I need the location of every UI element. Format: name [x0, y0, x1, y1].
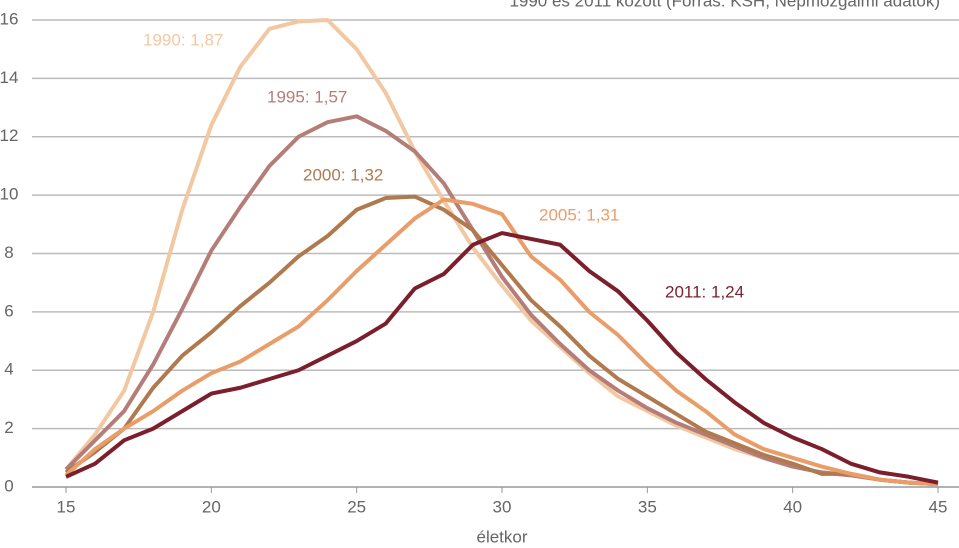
y-tick-label: 0 [4, 476, 13, 495]
x-tick-label: 15 [57, 497, 76, 516]
x-axis-label: életkor [476, 527, 527, 546]
annotation: 2005: 1,31 [539, 205, 619, 224]
series-line [64, 18, 939, 487]
chart-subtitle: 1990 és 2011 között (Forrás: KSH, Népmoz… [509, 0, 940, 10]
y-tick-label: 8 [4, 243, 13, 262]
annotation: 1990: 1,87 [143, 30, 223, 49]
series-line [64, 197, 939, 487]
y-tick-label: 12 [0, 126, 18, 145]
x-tick-label: 25 [347, 497, 366, 516]
y-tick-label: 16 [0, 9, 18, 28]
y-tick-label: 14 [0, 68, 18, 87]
annotation: 2000: 1,32 [303, 165, 383, 184]
y-tick-label: 10 [0, 185, 18, 204]
series-line [65, 231, 939, 485]
annotation: 2011: 1,24 [665, 282, 744, 301]
x-tick-label: 45 [929, 497, 948, 516]
y-tick-label: 2 [4, 418, 13, 437]
x-tick-label: 30 [493, 497, 512, 516]
series-line [64, 114, 939, 487]
y-tick-label: 6 [4, 301, 13, 320]
x-tick-label: 35 [638, 497, 657, 516]
series-line [64, 194, 939, 487]
x-tick-label: 20 [202, 497, 221, 516]
y-tick-label: 4 [4, 360, 13, 379]
x-tick-label: 40 [783, 497, 802, 516]
annotation: 1995: 1,57 [267, 87, 347, 106]
